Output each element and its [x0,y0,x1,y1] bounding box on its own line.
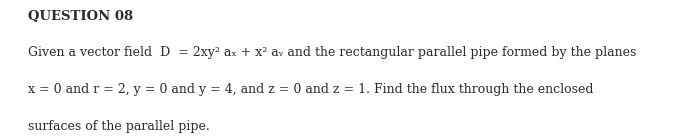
Text: x = 0 and r = 2, y = 0 and y = 4, and z = 0 and z = 1. Find the flux through the: x = 0 and r = 2, y = 0 and y = 4, and z … [28,83,594,96]
Text: QUESTION 08: QUESTION 08 [28,10,133,23]
Text: Given a vector field  D  = 2xy² aₓ + x² aᵥ and the rectangular parallel pipe for: Given a vector field D = 2xy² aₓ + x² aᵥ… [28,46,636,59]
Text: surfaces of the parallel pipe.: surfaces of the parallel pipe. [28,120,210,133]
